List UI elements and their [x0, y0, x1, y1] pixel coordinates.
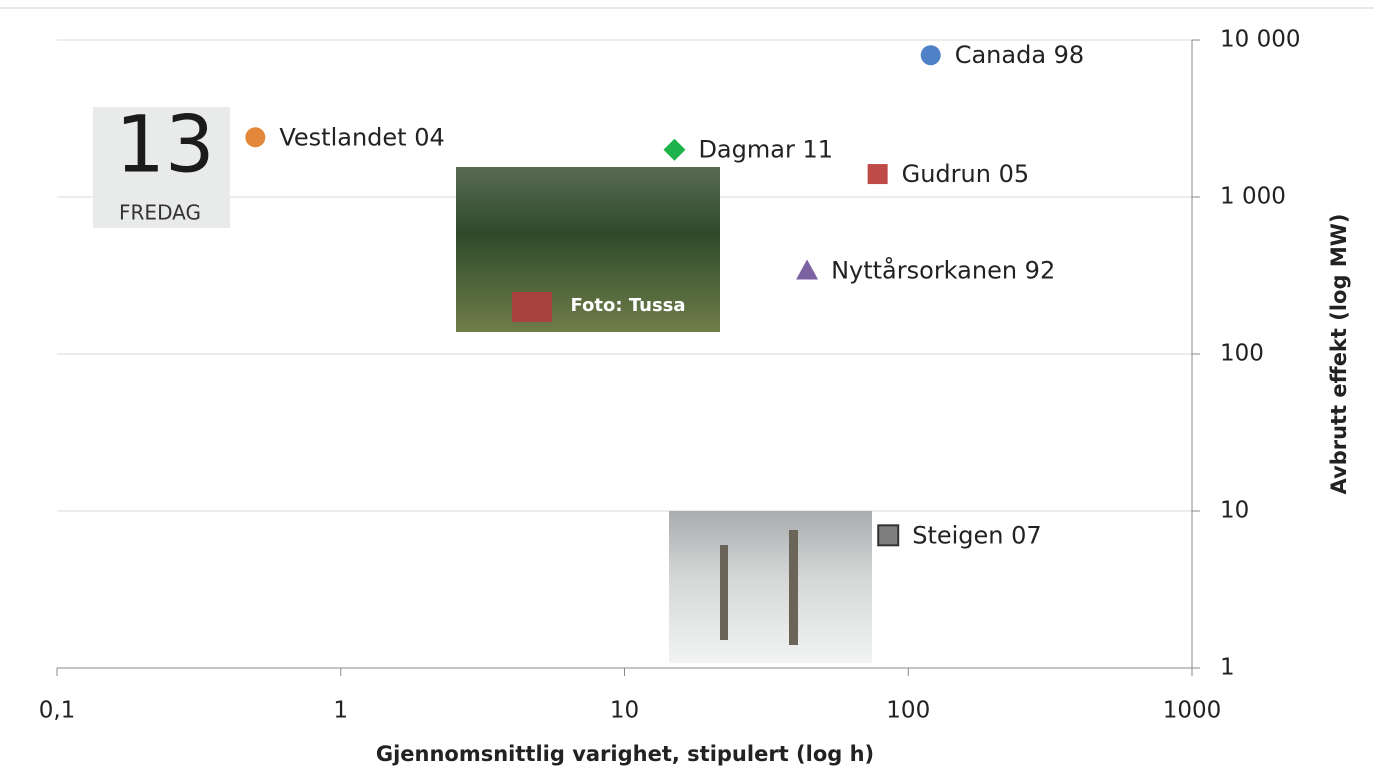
point-label: Vestlandet 04 [279, 123, 444, 151]
photo-credit: Foto: Tussa [570, 295, 685, 316]
point [877, 524, 900, 547]
x-tick-label: 100 [886, 698, 930, 724]
photo-number: 13 [115, 100, 214, 190]
point-label: Gudrun 05 [902, 160, 1030, 188]
point [245, 127, 266, 148]
photo-house [512, 292, 552, 322]
x-tick-label: 1 [333, 698, 348, 724]
photo-snow [669, 511, 872, 663]
photo-caption: FREDAG [119, 201, 201, 225]
y-tick-label: 1 000 [1220, 184, 1286, 210]
photo-pole [789, 530, 798, 645]
x-tick-label: 0,1 [39, 698, 76, 724]
x-axis-title: Gjennomsnittlig varighet, stipulert (log… [376, 742, 874, 766]
point [663, 138, 686, 161]
photo-pole [720, 545, 728, 640]
point-label: Dagmar 11 [698, 136, 833, 164]
point [796, 259, 819, 280]
y-tick-label: 10 [1220, 498, 1249, 524]
x-tick-label: 1000 [1163, 698, 1222, 724]
point-label: Steigen 07 [912, 521, 1041, 549]
point [920, 45, 941, 66]
photo-fredag [93, 107, 230, 228]
y-tick-label: 100 [1220, 341, 1264, 367]
y-axis-title: Avbrutt effekt (log MW) [1327, 214, 1351, 495]
point [867, 164, 888, 185]
x-tick-label: 10 [610, 698, 639, 724]
photo-forest [456, 167, 720, 332]
point-label: Nyttårsorkanen 92 [831, 256, 1055, 285]
point-label: Canada 98 [955, 41, 1085, 69]
y-tick-label: 1 [1220, 655, 1235, 681]
y-tick-label: 10 000 [1220, 27, 1300, 53]
